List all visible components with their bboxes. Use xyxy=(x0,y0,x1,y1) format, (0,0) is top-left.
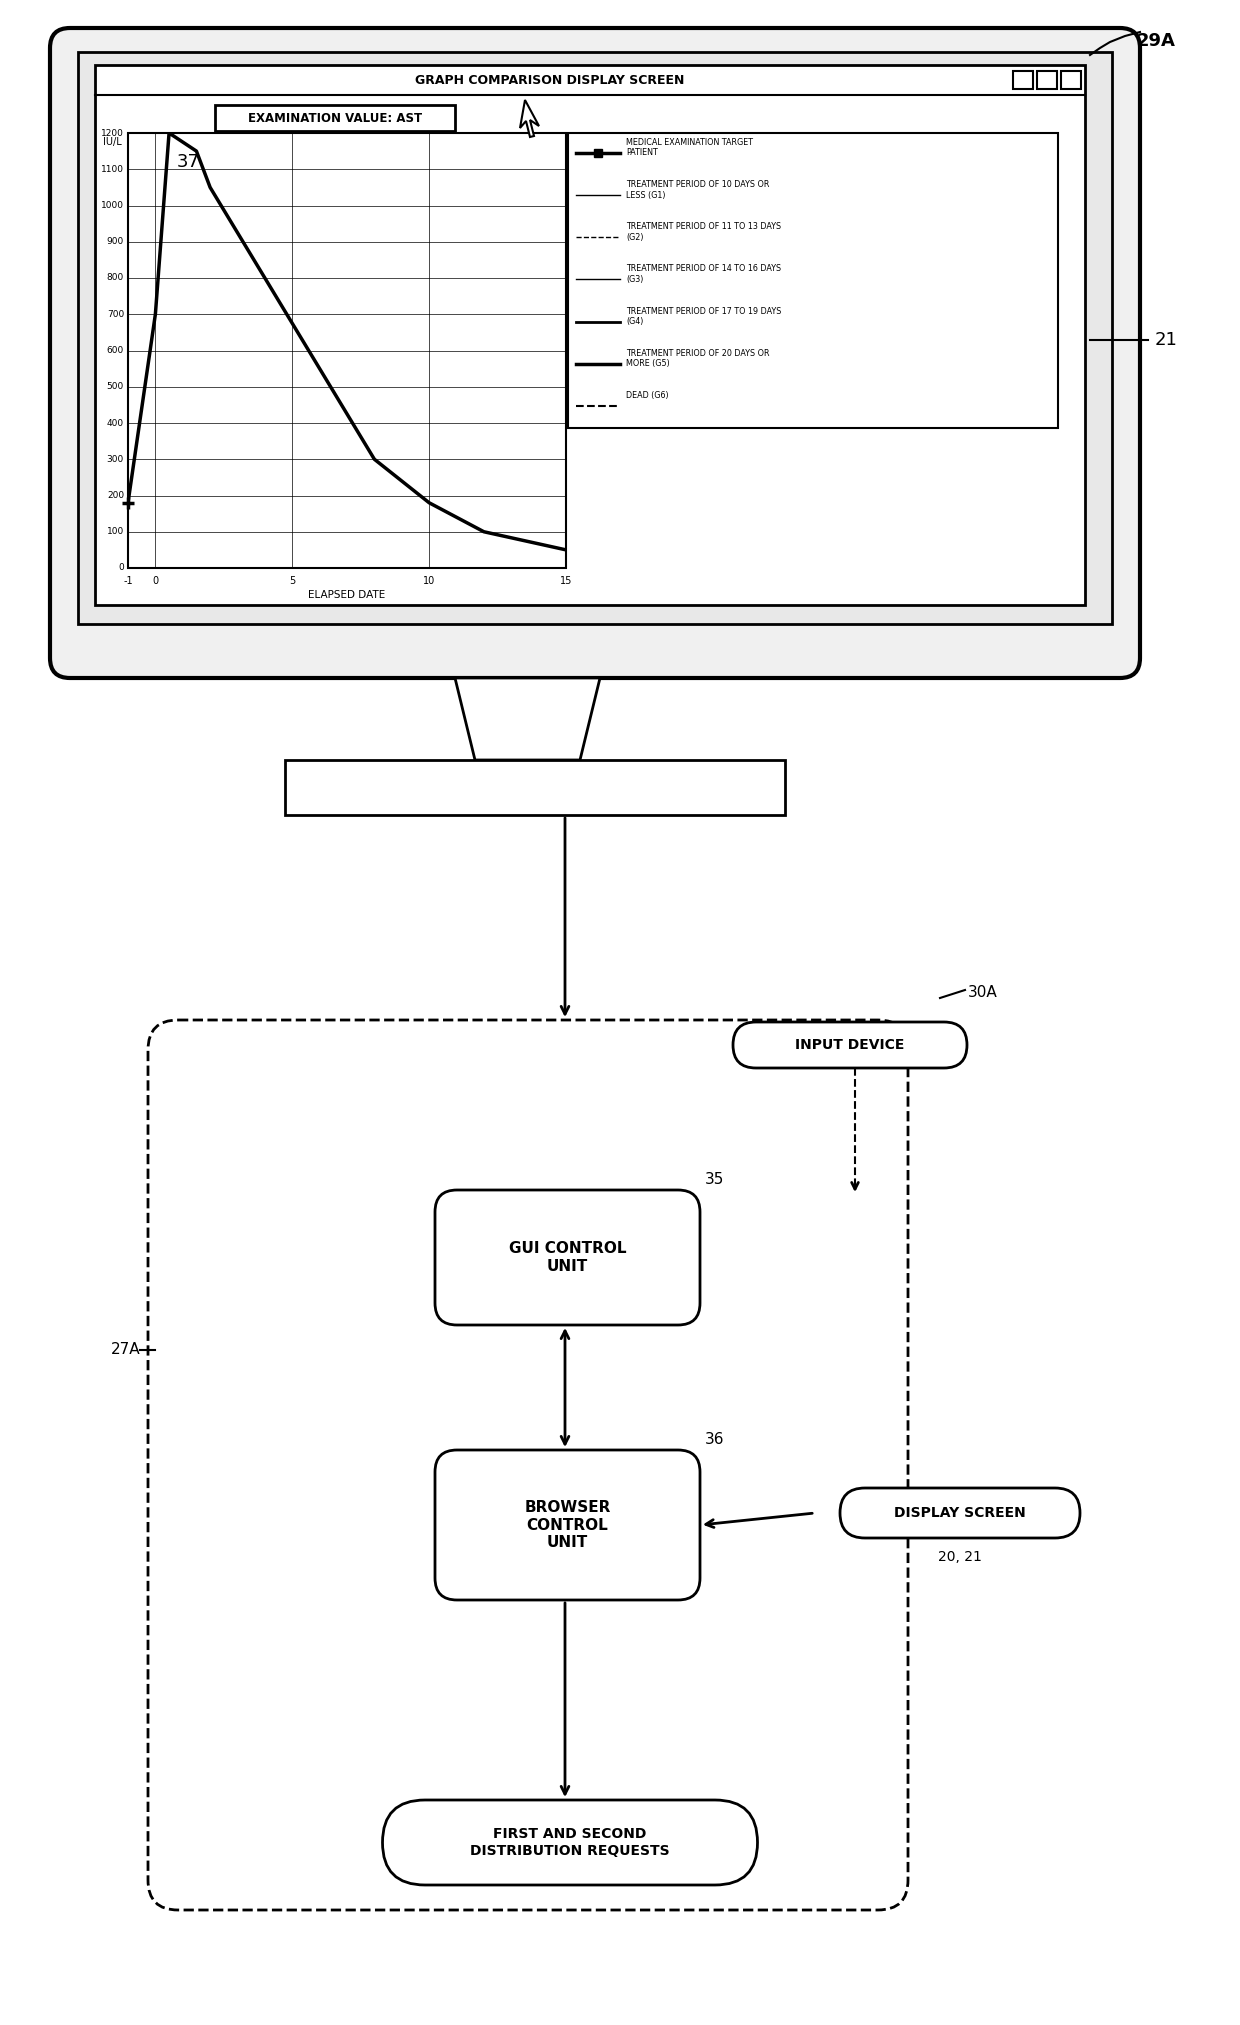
Text: ELAPSED DATE: ELAPSED DATE xyxy=(309,589,386,599)
Text: 600: 600 xyxy=(107,346,124,354)
Text: 500: 500 xyxy=(107,383,124,391)
Text: 0: 0 xyxy=(118,563,124,573)
Bar xyxy=(285,759,785,814)
Polygon shape xyxy=(520,99,539,138)
Text: TREATMENT PERIOD OF 14 TO 16 DAYS
(G3): TREATMENT PERIOD OF 14 TO 16 DAYS (G3) xyxy=(626,265,781,284)
Text: -1: -1 xyxy=(123,575,133,585)
Text: BROWSER
CONTROL
UNIT: BROWSER CONTROL UNIT xyxy=(525,1501,610,1549)
Bar xyxy=(1013,71,1033,89)
Text: TREATMENT PERIOD OF 20 DAYS OR
MORE (G5): TREATMENT PERIOD OF 20 DAYS OR MORE (G5) xyxy=(626,348,770,369)
Text: 200: 200 xyxy=(107,490,124,500)
Text: 800: 800 xyxy=(107,273,124,284)
Bar xyxy=(568,134,1058,427)
Text: 300: 300 xyxy=(107,456,124,464)
Text: EXAMINATION VALUE: AST: EXAMINATION VALUE: AST xyxy=(248,111,422,124)
Text: GRAPH COMPARISON DISPLAY SCREEN: GRAPH COMPARISON DISPLAY SCREEN xyxy=(415,73,684,87)
Text: 1100: 1100 xyxy=(100,164,124,174)
Text: 5: 5 xyxy=(289,575,295,585)
Text: DEAD (G6): DEAD (G6) xyxy=(626,391,668,399)
Text: 21: 21 xyxy=(1154,330,1178,348)
Text: 27A: 27A xyxy=(110,1343,140,1357)
Text: TREATMENT PERIOD OF 11 TO 13 DAYS
(G2): TREATMENT PERIOD OF 11 TO 13 DAYS (G2) xyxy=(626,223,781,241)
Bar xyxy=(95,65,1085,605)
Text: TREATMENT PERIOD OF 10 DAYS OR
LESS (G1): TREATMENT PERIOD OF 10 DAYS OR LESS (G1) xyxy=(626,180,769,200)
Text: 35: 35 xyxy=(706,1172,724,1187)
Bar xyxy=(1037,71,1056,89)
Text: MEDICAL EXAMINATION TARGET
PATIENT: MEDICAL EXAMINATION TARGET PATIENT xyxy=(626,138,753,158)
Bar xyxy=(78,53,1112,624)
Text: 0: 0 xyxy=(153,575,159,585)
FancyBboxPatch shape xyxy=(50,28,1140,678)
Bar xyxy=(128,134,565,567)
Text: 10: 10 xyxy=(423,575,435,585)
Bar xyxy=(215,105,455,132)
Text: 1200: 1200 xyxy=(102,128,124,138)
Text: 20, 21: 20, 21 xyxy=(939,1549,982,1563)
Text: DISPLAY SCREEN: DISPLAY SCREEN xyxy=(894,1507,1025,1521)
Text: IU/L: IU/L xyxy=(103,138,122,148)
FancyBboxPatch shape xyxy=(435,1450,701,1600)
Text: 900: 900 xyxy=(107,237,124,247)
Text: FIRST AND SECOND
DISTRIBUTION REQUESTS: FIRST AND SECOND DISTRIBUTION REQUESTS xyxy=(470,1827,670,1857)
Text: TREATMENT PERIOD OF 17 TO 19 DAYS
(G4): TREATMENT PERIOD OF 17 TO 19 DAYS (G4) xyxy=(626,306,781,326)
Bar xyxy=(1061,71,1081,89)
Text: 1000: 1000 xyxy=(100,200,124,211)
Text: 700: 700 xyxy=(107,310,124,318)
Text: 400: 400 xyxy=(107,419,124,427)
FancyBboxPatch shape xyxy=(382,1800,758,1885)
Text: 30A: 30A xyxy=(968,984,998,1000)
Text: 37: 37 xyxy=(176,154,200,170)
FancyBboxPatch shape xyxy=(839,1488,1080,1539)
FancyBboxPatch shape xyxy=(435,1191,701,1324)
Text: 29A: 29A xyxy=(1136,32,1176,51)
Text: 36: 36 xyxy=(706,1432,724,1448)
Text: 15: 15 xyxy=(559,575,572,585)
Text: GUI CONTROL
UNIT: GUI CONTROL UNIT xyxy=(508,1241,626,1274)
Polygon shape xyxy=(455,678,600,759)
FancyBboxPatch shape xyxy=(733,1023,967,1067)
Text: INPUT DEVICE: INPUT DEVICE xyxy=(795,1039,905,1053)
Text: 100: 100 xyxy=(107,526,124,537)
